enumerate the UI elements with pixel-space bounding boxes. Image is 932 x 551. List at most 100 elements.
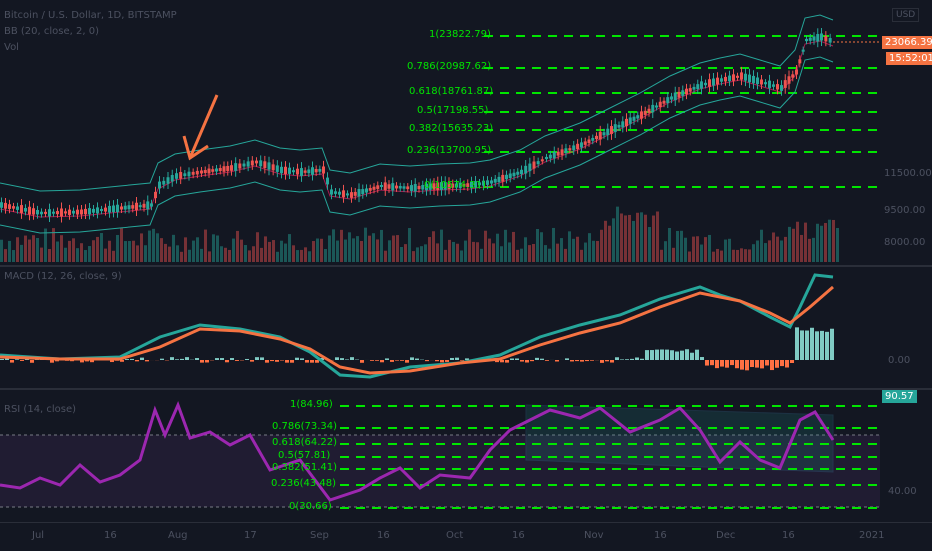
candle[interactable] xyxy=(272,164,275,170)
macd-axis[interactable]: 0.00 xyxy=(880,267,932,388)
candle[interactable] xyxy=(533,162,536,169)
candle[interactable] xyxy=(791,74,794,77)
candle[interactable] xyxy=(12,206,15,209)
candle[interactable] xyxy=(509,173,512,178)
candle[interactable] xyxy=(296,169,299,175)
candle[interactable] xyxy=(591,138,594,141)
price-axis[interactable]: USD 23066.39 15:52:01 11500.00 9500.00 8… xyxy=(880,0,932,265)
candle[interactable] xyxy=(520,170,523,174)
candle[interactable] xyxy=(561,149,564,155)
candle[interactable] xyxy=(330,189,333,194)
candle[interactable] xyxy=(124,206,127,210)
candle[interactable] xyxy=(708,79,711,87)
candle[interactable] xyxy=(736,76,739,78)
candle[interactable] xyxy=(399,186,402,188)
candle[interactable] xyxy=(4,203,7,209)
candle[interactable] xyxy=(545,157,548,159)
candle[interactable] xyxy=(829,38,832,43)
candle[interactable] xyxy=(384,182,387,190)
candle[interactable] xyxy=(243,164,246,167)
candle[interactable] xyxy=(179,172,182,179)
candle[interactable] xyxy=(494,179,497,183)
candle[interactable] xyxy=(805,39,808,41)
candle[interactable] xyxy=(32,208,35,214)
candle[interactable] xyxy=(576,144,579,149)
candle[interactable] xyxy=(196,171,199,175)
candle[interactable] xyxy=(311,167,314,175)
candle[interactable] xyxy=(108,206,111,213)
candle[interactable] xyxy=(655,105,658,107)
candle[interactable] xyxy=(716,78,719,85)
macd-legend[interactable]: MACD (12, 26, close, 9) xyxy=(4,271,122,282)
candle[interactable] xyxy=(776,84,779,89)
candle[interactable] xyxy=(255,161,258,164)
candle[interactable] xyxy=(68,210,71,215)
candle[interactable] xyxy=(20,205,23,213)
candle[interactable] xyxy=(740,72,743,79)
candle[interactable] xyxy=(648,109,651,113)
candle[interactable] xyxy=(788,76,791,83)
rsi-pane[interactable]: RSI (14, close) 1(84.96)0.786(73.34)0.61… xyxy=(0,390,880,522)
candle[interactable] xyxy=(48,209,51,216)
candle[interactable] xyxy=(223,166,226,172)
candle[interactable] xyxy=(350,192,353,198)
candle[interactable] xyxy=(338,192,341,195)
macd-chart[interactable] xyxy=(0,267,880,388)
candle[interactable] xyxy=(728,76,731,82)
candle[interactable] xyxy=(322,166,325,173)
candle[interactable] xyxy=(40,212,43,215)
candle[interactable] xyxy=(588,139,591,143)
candle[interactable] xyxy=(606,129,609,135)
candle[interactable] xyxy=(88,208,91,214)
candle[interactable] xyxy=(284,167,287,174)
candle[interactable] xyxy=(513,173,516,177)
candle[interactable] xyxy=(96,207,99,213)
candle[interactable] xyxy=(230,165,233,171)
vol-legend[interactable]: Vol xyxy=(4,42,19,53)
candle[interactable] xyxy=(135,203,138,211)
candle[interactable] xyxy=(0,202,3,208)
candle[interactable] xyxy=(36,210,39,214)
candle[interactable] xyxy=(104,208,107,212)
candle[interactable] xyxy=(568,148,571,150)
rsi-chart[interactable] xyxy=(0,390,880,522)
rsi-axis[interactable]: 90.57 40.00 xyxy=(880,390,932,522)
candle[interactable] xyxy=(625,119,628,126)
candle[interactable] xyxy=(674,93,677,101)
candle[interactable] xyxy=(678,92,681,98)
candle[interactable] xyxy=(318,169,321,172)
candle[interactable] xyxy=(760,79,763,84)
candle[interactable] xyxy=(505,175,508,179)
candle[interactable] xyxy=(541,159,544,161)
candle[interactable] xyxy=(361,189,364,194)
candle[interactable] xyxy=(234,163,237,171)
candle[interactable] xyxy=(219,168,222,171)
candle[interactable] xyxy=(304,170,307,172)
candle[interactable] xyxy=(200,171,203,174)
candle[interactable] xyxy=(154,192,157,198)
candle[interactable] xyxy=(651,105,654,112)
candle[interactable] xyxy=(52,212,55,214)
candle[interactable] xyxy=(549,155,552,159)
candle[interactable] xyxy=(288,168,291,174)
candle[interactable] xyxy=(712,79,715,86)
candle[interactable] xyxy=(696,84,699,89)
candle[interactable] xyxy=(410,185,413,191)
candle[interactable] xyxy=(175,173,178,179)
candle[interactable] xyxy=(56,211,59,214)
candle[interactable] xyxy=(365,188,368,192)
candle[interactable] xyxy=(171,175,174,181)
candle[interactable] xyxy=(603,132,606,135)
currency-button[interactable]: USD xyxy=(892,8,919,22)
candle[interactable] xyxy=(406,186,409,189)
candle[interactable] xyxy=(524,166,527,174)
candle[interactable] xyxy=(744,74,747,81)
candle[interactable] xyxy=(215,168,218,171)
candle[interactable] xyxy=(143,204,146,208)
candle[interactable] xyxy=(693,87,696,90)
candle[interactable] xyxy=(599,132,602,140)
candle[interactable] xyxy=(259,160,262,166)
candle[interactable] xyxy=(610,126,613,134)
candle[interactable] xyxy=(564,148,567,153)
candle[interactable] xyxy=(72,211,75,214)
